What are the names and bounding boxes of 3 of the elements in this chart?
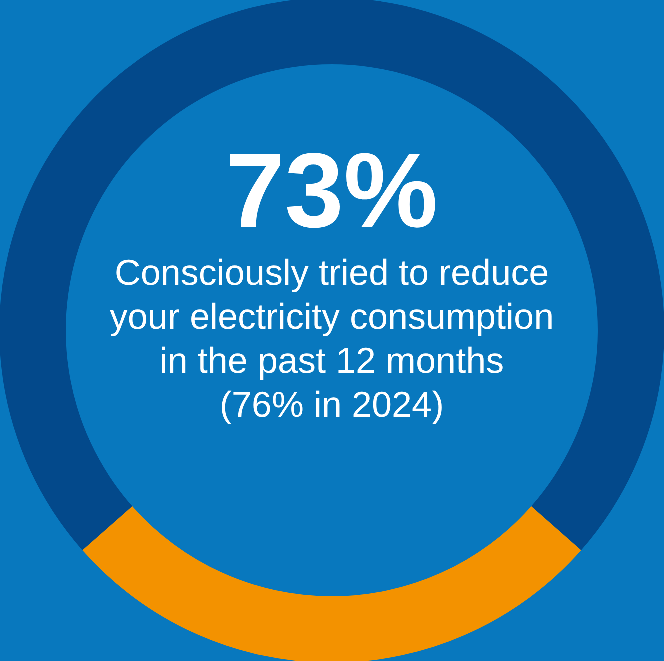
text: 73% bbox=[224, 132, 440, 250]
text: Consciously tried to reduce your electricity consumption in the past 12 months bbox=[108, 251, 556, 383]
text: (76% in 2024) bbox=[218, 383, 446, 427]
